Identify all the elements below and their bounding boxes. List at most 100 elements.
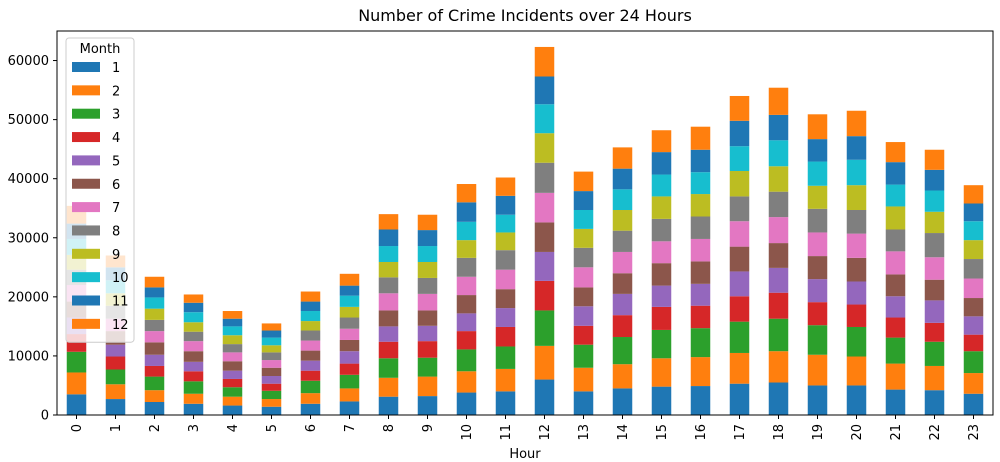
x-tick-label: 5 bbox=[265, 424, 280, 432]
bar-segment-hour-5-month-10 bbox=[261, 337, 282, 346]
bar-segment-hour-14-month-4 bbox=[612, 315, 633, 338]
bar-segment-hour-2-month-9 bbox=[144, 308, 165, 320]
bar-segment-hour-5-month-7 bbox=[261, 360, 282, 368]
bar-segment-hour-14-month-12 bbox=[612, 147, 633, 169]
bar-segment-hour-13-month-2 bbox=[573, 367, 594, 392]
bar-segment-hour-13-month-12 bbox=[573, 171, 594, 192]
bar-segment-hour-3-month-8 bbox=[183, 331, 204, 342]
bar-segment-hour-23-month-9 bbox=[963, 240, 984, 260]
bar-segment-hour-15-month-1 bbox=[651, 386, 672, 415]
bar-segment-hour-8-month-4 bbox=[378, 341, 399, 359]
bar-segment-hour-17-month-12 bbox=[729, 95, 750, 121]
bar-segment-hour-19-month-1 bbox=[807, 385, 828, 415]
legend-label-month-10: 10 bbox=[112, 271, 129, 286]
bar-segment-hour-6-month-7 bbox=[300, 340, 321, 351]
legend-title: Month bbox=[80, 42, 121, 57]
bar-segment-hour-11-month-5 bbox=[495, 308, 516, 327]
bar-segment-hour-20-month-1 bbox=[846, 385, 867, 415]
x-tick-label: 14 bbox=[616, 424, 631, 441]
x-tick-label: 6 bbox=[304, 424, 319, 432]
bar-segment-hour-8-month-8 bbox=[378, 277, 399, 294]
bar-segment-hour-8-month-1 bbox=[378, 396, 399, 415]
bar-segment-hour-3-month-4 bbox=[183, 371, 204, 382]
bar-segment-hour-23-month-8 bbox=[963, 259, 984, 279]
bar-segment-hour-4-month-6 bbox=[222, 361, 243, 371]
bar-segment-hour-13-month-1 bbox=[573, 391, 594, 415]
bar-segment-hour-21-month-11 bbox=[885, 162, 906, 185]
legend-label-month-11: 11 bbox=[112, 295, 129, 310]
bar-segment-hour-7-month-4 bbox=[339, 363, 360, 375]
bar-segment-hour-9-month-10 bbox=[417, 246, 438, 262]
bar-segment-hour-21-month-4 bbox=[885, 317, 906, 338]
bar-segment-hour-6-month-11 bbox=[300, 301, 321, 312]
bar-segment-hour-23-month-1 bbox=[963, 393, 984, 415]
bar-segment-hour-17-month-11 bbox=[729, 120, 750, 147]
bar-segment-hour-20-month-8 bbox=[846, 210, 867, 234]
bar-segment-hour-0-month-2 bbox=[66, 372, 87, 395]
x-tick-label: 2 bbox=[148, 424, 163, 432]
bar-segment-hour-4-month-5 bbox=[222, 370, 243, 379]
bar-segment-hour-20-month-5 bbox=[846, 281, 867, 305]
legend-swatch-month-7 bbox=[72, 202, 100, 213]
bar-segment-hour-10-month-2 bbox=[456, 371, 477, 393]
bar-segment-hour-9-month-5 bbox=[417, 325, 438, 342]
bar-segment-hour-22-month-7 bbox=[924, 257, 945, 280]
y-tick-label: 40000 bbox=[8, 172, 49, 187]
bar-segment-hour-8-month-7 bbox=[378, 293, 399, 311]
bar-segment-hour-23-month-3 bbox=[963, 351, 984, 374]
x-tick-label: 17 bbox=[733, 424, 748, 441]
bar-segment-hour-6-month-1 bbox=[300, 403, 321, 415]
chart-title: Number of Crime Incidents over 24 Hours bbox=[358, 6, 692, 25]
x-tick-label: 15 bbox=[655, 424, 670, 441]
bar-segment-hour-23-month-6 bbox=[963, 298, 984, 317]
bar-segment-hour-11-month-3 bbox=[495, 346, 516, 369]
bar-segment-hour-2-month-1 bbox=[144, 402, 165, 415]
y-tick-label: 50000 bbox=[8, 113, 49, 128]
bar-segment-hour-7-month-12 bbox=[339, 273, 360, 286]
bar-segment-hour-4-month-2 bbox=[222, 396, 243, 406]
bar-segment-hour-3-month-5 bbox=[183, 361, 204, 372]
bar-segment-hour-6-month-9 bbox=[300, 321, 321, 331]
bar-segment-hour-10-month-5 bbox=[456, 313, 477, 332]
bar-segment-hour-12-month-3 bbox=[534, 310, 555, 346]
x-tick-label: 11 bbox=[499, 424, 514, 441]
bar-segment-hour-19-month-4 bbox=[807, 302, 828, 326]
bar-segment-hour-8-month-5 bbox=[378, 326, 399, 342]
bar-segment-hour-13-month-3 bbox=[573, 344, 594, 368]
bar-segment-hour-17-month-10 bbox=[729, 146, 750, 172]
bar-segment-hour-5-month-3 bbox=[261, 390, 282, 400]
bar-segment-hour-16-month-4 bbox=[690, 305, 711, 329]
bar-segment-hour-22-month-10 bbox=[924, 190, 945, 212]
bar-segment-hour-8-month-12 bbox=[378, 214, 399, 230]
bar-segment-hour-21-month-7 bbox=[885, 251, 906, 275]
bar-segment-hour-21-month-1 bbox=[885, 389, 906, 415]
bar-segment-hour-23-month-2 bbox=[963, 373, 984, 394]
legend-label-month-2: 2 bbox=[112, 84, 120, 99]
bar-segment-hour-12-month-4 bbox=[534, 280, 555, 311]
bar-segment-hour-16-month-1 bbox=[690, 386, 711, 415]
bar-segment-hour-4-month-3 bbox=[222, 387, 243, 397]
bar-segment-hour-21-month-3 bbox=[885, 337, 906, 364]
bar-segment-hour-18-month-4 bbox=[768, 292, 789, 319]
bar-segment-hour-18-month-3 bbox=[768, 318, 789, 352]
bar-segment-hour-0-month-1 bbox=[66, 394, 87, 415]
bar-segment-hour-6-month-12 bbox=[300, 291, 321, 302]
legend-swatch-month-3 bbox=[72, 108, 100, 119]
bar-segment-hour-19-month-2 bbox=[807, 354, 828, 386]
bar-segment-hour-11-month-9 bbox=[495, 232, 516, 251]
bar-segment-hour-20-month-12 bbox=[846, 110, 867, 137]
bar-segment-hour-3-month-2 bbox=[183, 393, 204, 404]
bar-segment-hour-14-month-11 bbox=[612, 168, 633, 190]
bar-segment-hour-7-month-3 bbox=[339, 374, 360, 389]
bar-segment-hour-19-month-5 bbox=[807, 279, 828, 303]
bar-segment-hour-10-month-1 bbox=[456, 392, 477, 415]
y-tick-label: 0 bbox=[41, 409, 49, 424]
bar-segment-hour-17-month-3 bbox=[729, 321, 750, 353]
bar-segment-hour-12-month-9 bbox=[534, 133, 555, 163]
bar-segment-hour-4-month-4 bbox=[222, 378, 243, 388]
bar-segment-hour-10-month-10 bbox=[456, 221, 477, 241]
bar-segment-hour-9-month-3 bbox=[417, 357, 438, 377]
legend-label-month-9: 9 bbox=[112, 248, 120, 263]
